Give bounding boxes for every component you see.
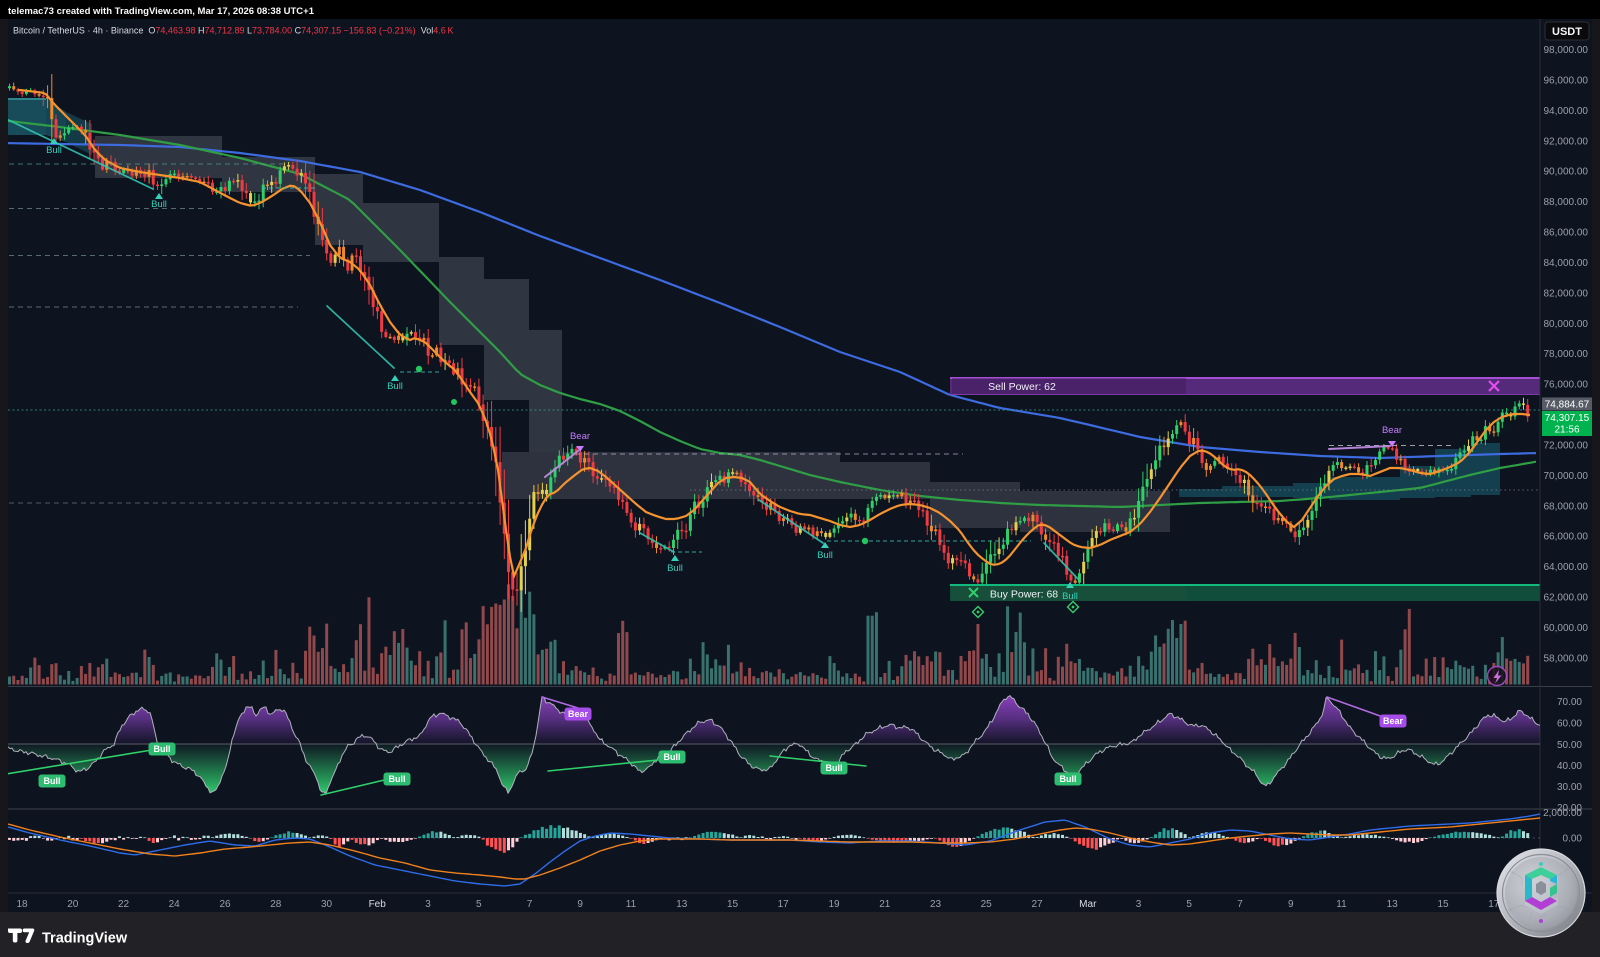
- svg-text:80,000.00: 80,000.00: [1544, 319, 1589, 330]
- svg-text:5: 5: [476, 899, 482, 910]
- svg-text:60.00: 60.00: [1557, 718, 1582, 729]
- svg-text:96,000.00: 96,000.00: [1544, 75, 1589, 86]
- svg-text:58,000.00: 58,000.00: [1544, 653, 1589, 664]
- svg-text:76,000.00: 76,000.00: [1544, 380, 1589, 391]
- svg-text:94,000.00: 94,000.00: [1544, 106, 1589, 117]
- svg-text:Bull: Bull: [1062, 591, 1078, 602]
- svg-text:60,000.00: 60,000.00: [1544, 623, 1589, 634]
- svg-text:9: 9: [1288, 899, 1294, 910]
- svg-text:50.00: 50.00: [1557, 740, 1582, 751]
- svg-text:Bull: Bull: [44, 776, 61, 786]
- svg-text:27: 27: [1031, 899, 1043, 910]
- svg-text:17: 17: [1488, 899, 1500, 910]
- svg-text:20.00: 20.00: [1557, 803, 1582, 814]
- svg-text:28: 28: [270, 899, 282, 910]
- svg-text:15: 15: [727, 899, 739, 910]
- svg-text:TradingView: TradingView: [42, 931, 128, 947]
- svg-text:13: 13: [676, 899, 688, 910]
- svg-text:Bear: Bear: [568, 709, 589, 719]
- svg-text:Bear: Bear: [570, 431, 590, 442]
- svg-text:11: 11: [1336, 899, 1347, 910]
- svg-text:25: 25: [981, 899, 993, 910]
- svg-text:3: 3: [425, 899, 431, 910]
- svg-text:7: 7: [527, 899, 533, 910]
- svg-text:telemac73 created with Trading: telemac73 created with TradingView.com, …: [8, 6, 315, 17]
- svg-text:18: 18: [16, 899, 28, 910]
- svg-text:98,000.00: 98,000.00: [1544, 45, 1589, 56]
- svg-text:0.00: 0.00: [1563, 834, 1583, 845]
- svg-text:64,000.00: 64,000.00: [1544, 562, 1589, 573]
- svg-text:Bull: Bull: [664, 752, 681, 762]
- svg-text:17: 17: [778, 899, 790, 910]
- svg-text:Bull: Bull: [389, 774, 406, 784]
- svg-text:13: 13: [1387, 899, 1399, 910]
- svg-text:22: 22: [118, 899, 130, 910]
- svg-text:26: 26: [219, 899, 231, 910]
- svg-text:68,000.00: 68,000.00: [1544, 501, 1589, 512]
- svg-text:9: 9: [577, 899, 583, 910]
- svg-text:Bull: Bull: [151, 199, 167, 210]
- svg-text:Bull: Bull: [46, 145, 62, 156]
- svg-text:Bear: Bear: [1383, 716, 1404, 726]
- svg-text:Bull: Bull: [1060, 774, 1077, 784]
- svg-text:Bull: Bull: [817, 550, 833, 561]
- svg-text:86,000.00: 86,000.00: [1544, 228, 1589, 239]
- svg-text:74,307.15: 74,307.15: [1545, 413, 1590, 424]
- svg-text:30: 30: [321, 899, 333, 910]
- svg-text:Bear: Bear: [1382, 425, 1402, 436]
- svg-text:2,000.00: 2,000.00: [1543, 808, 1582, 819]
- svg-text:70.00: 70.00: [1557, 697, 1582, 708]
- svg-text:74,884.67: 74,884.67: [1545, 400, 1590, 411]
- svg-text:23: 23: [930, 899, 942, 910]
- svg-text:Buy Power: 68: Buy Power: 68: [990, 589, 1058, 601]
- svg-text:3: 3: [1136, 899, 1142, 910]
- svg-text:92,000.00: 92,000.00: [1544, 136, 1589, 147]
- svg-text:84,000.00: 84,000.00: [1544, 258, 1589, 269]
- svg-text:Bull: Bull: [154, 744, 171, 754]
- svg-text:Sell Power: 62: Sell Power: 62: [988, 381, 1056, 393]
- svg-text:Bull: Bull: [826, 763, 843, 773]
- svg-text:90,000.00: 90,000.00: [1544, 167, 1589, 178]
- svg-text:Feb: Feb: [369, 899, 387, 910]
- svg-text:88,000.00: 88,000.00: [1544, 197, 1589, 208]
- svg-text:66,000.00: 66,000.00: [1544, 532, 1589, 543]
- svg-text:21:56: 21:56: [1554, 425, 1579, 436]
- svg-text:Mar: Mar: [1079, 899, 1097, 910]
- svg-text:40.00: 40.00: [1557, 761, 1582, 772]
- svg-text:7: 7: [1237, 899, 1243, 910]
- svg-text:24: 24: [169, 899, 181, 910]
- svg-text:Bitcoin / TetherUS · 4h · Bina: Bitcoin / TetherUS · 4h · Binance O74,46…: [13, 26, 454, 36]
- svg-text:Bull: Bull: [667, 563, 683, 574]
- svg-text:30.00: 30.00: [1557, 782, 1582, 793]
- svg-text:Bull: Bull: [387, 381, 403, 392]
- svg-text:19: 19: [828, 899, 840, 910]
- svg-text:72,000.00: 72,000.00: [1544, 441, 1589, 452]
- svg-text:78,000.00: 78,000.00: [1544, 349, 1589, 360]
- svg-text:62,000.00: 62,000.00: [1544, 593, 1589, 604]
- svg-text:70,000.00: 70,000.00: [1544, 471, 1589, 482]
- svg-text:20: 20: [67, 899, 79, 910]
- svg-text:15: 15: [1437, 899, 1449, 910]
- svg-text:82,000.00: 82,000.00: [1544, 288, 1589, 299]
- svg-text:5: 5: [1186, 899, 1192, 910]
- svg-text:21: 21: [879, 899, 891, 910]
- svg-text:USDT: USDT: [1552, 26, 1582, 38]
- svg-text:11: 11: [626, 899, 637, 910]
